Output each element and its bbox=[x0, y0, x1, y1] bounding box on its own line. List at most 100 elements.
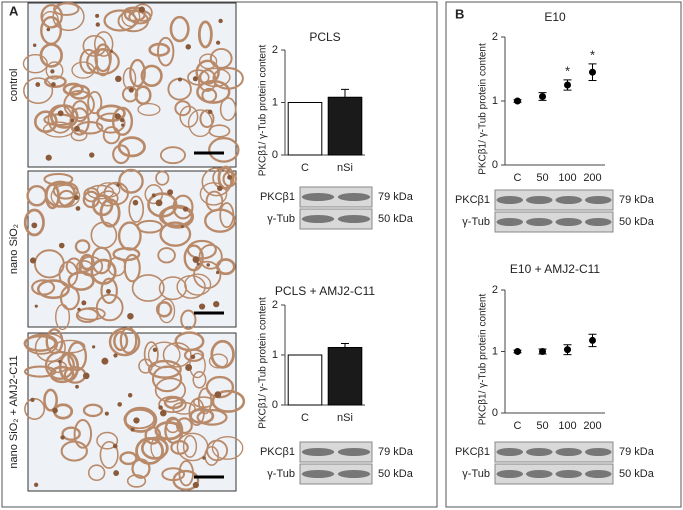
cell bbox=[213, 300, 220, 308]
alveolus bbox=[156, 36, 175, 67]
x-tick-label: 200 bbox=[583, 420, 601, 432]
cell bbox=[202, 456, 206, 460]
error-bar bbox=[588, 63, 597, 82]
error-bar bbox=[513, 349, 522, 354]
error-bar bbox=[563, 79, 572, 91]
alveolus bbox=[24, 333, 59, 355]
alveolus bbox=[197, 20, 213, 49]
cell bbox=[132, 199, 139, 206]
cell bbox=[151, 193, 156, 198]
alveolus bbox=[154, 377, 187, 403]
alveolus bbox=[63, 89, 95, 119]
cell bbox=[57, 110, 64, 117]
blot-strip bbox=[494, 211, 614, 233]
cell bbox=[207, 109, 213, 115]
alveolus bbox=[199, 67, 231, 88]
alveolus bbox=[172, 469, 200, 491]
significance: * bbox=[565, 63, 570, 78]
y-axis-label: PKCβ1/ γ-Tub protein content bbox=[478, 43, 489, 175]
alveolus bbox=[82, 190, 100, 209]
alveolus bbox=[180, 309, 197, 330]
cell bbox=[192, 481, 199, 489]
blot-size: 50 kDa bbox=[619, 468, 655, 480]
cell bbox=[198, 303, 206, 310]
blot-band bbox=[555, 196, 583, 204]
significance: * bbox=[590, 47, 595, 62]
blot-protein: PKCβ1 bbox=[260, 191, 295, 203]
error-bar bbox=[341, 343, 349, 348]
cell bbox=[115, 75, 122, 83]
cell bbox=[70, 118, 74, 123]
alveolus bbox=[75, 307, 99, 323]
cell bbox=[218, 18, 223, 24]
blot-strip bbox=[299, 463, 373, 485]
y-tick-label: 2 bbox=[272, 299, 278, 311]
blot-band bbox=[496, 448, 524, 456]
blot-protein: PKCβ1 bbox=[455, 446, 490, 458]
y-tick-label: 2 bbox=[272, 44, 278, 56]
y-tick-label: 0 bbox=[492, 159, 498, 171]
cell bbox=[58, 359, 62, 364]
x-tick-label: 100 bbox=[558, 172, 576, 184]
alveolus bbox=[102, 126, 121, 145]
cell bbox=[215, 270, 220, 275]
alveolus bbox=[87, 464, 106, 481]
alveolus bbox=[96, 104, 126, 123]
y-tick-label: 1 bbox=[272, 96, 278, 108]
blot-band bbox=[555, 448, 583, 456]
alveolus bbox=[183, 348, 205, 362]
alveolus bbox=[44, 350, 75, 380]
x-tick-label: C bbox=[301, 412, 309, 424]
error-bar bbox=[563, 344, 572, 356]
alveolus bbox=[119, 326, 138, 354]
blot-band bbox=[337, 470, 371, 478]
chart-title: E10 bbox=[544, 10, 566, 24]
x-tick-label: 50 bbox=[536, 420, 548, 432]
cell bbox=[128, 87, 134, 93]
alveolus bbox=[201, 167, 232, 197]
alveolus bbox=[192, 396, 215, 409]
alveolus bbox=[39, 42, 63, 68]
x-tick-label: nSi bbox=[337, 162, 353, 174]
cell bbox=[104, 411, 109, 416]
cell bbox=[75, 206, 81, 211]
cell bbox=[217, 185, 223, 192]
cell bbox=[110, 49, 114, 53]
cell bbox=[216, 40, 221, 45]
y-axis-label: PKCβ1/ γ-Tub protein content bbox=[478, 294, 489, 426]
cell bbox=[58, 242, 65, 249]
x-tick-label: 50 bbox=[536, 172, 548, 184]
cell bbox=[158, 405, 163, 410]
cell bbox=[73, 195, 79, 201]
alveolus bbox=[159, 221, 192, 247]
alveolus bbox=[198, 53, 218, 70]
blot-protein: γ-Tub bbox=[462, 468, 490, 480]
cell bbox=[196, 262, 200, 266]
alveolus bbox=[53, 2, 80, 16]
blot-band bbox=[337, 448, 371, 456]
cell bbox=[114, 113, 121, 120]
alveolus bbox=[219, 97, 237, 122]
alveolus bbox=[76, 260, 93, 273]
alveolus bbox=[117, 221, 142, 251]
alveolus bbox=[33, 110, 58, 134]
cell bbox=[190, 354, 196, 359]
blot-band bbox=[337, 193, 371, 201]
alveolus bbox=[43, 172, 74, 186]
alveolus bbox=[204, 445, 220, 466]
alveolus bbox=[50, 184, 81, 208]
y-tick-label: 0 bbox=[492, 407, 498, 419]
cell bbox=[160, 409, 167, 417]
cell bbox=[95, 13, 100, 18]
y-tick-label: 0 bbox=[272, 149, 278, 161]
cell bbox=[50, 69, 55, 74]
alveolus bbox=[34, 249, 65, 279]
blot-protein: PKCβ1 bbox=[260, 446, 295, 458]
alveolus bbox=[103, 181, 129, 206]
cell bbox=[182, 206, 189, 212]
alveolus bbox=[159, 146, 186, 165]
blot-band bbox=[584, 218, 612, 226]
cell bbox=[206, 263, 210, 267]
alveolus bbox=[93, 31, 114, 57]
